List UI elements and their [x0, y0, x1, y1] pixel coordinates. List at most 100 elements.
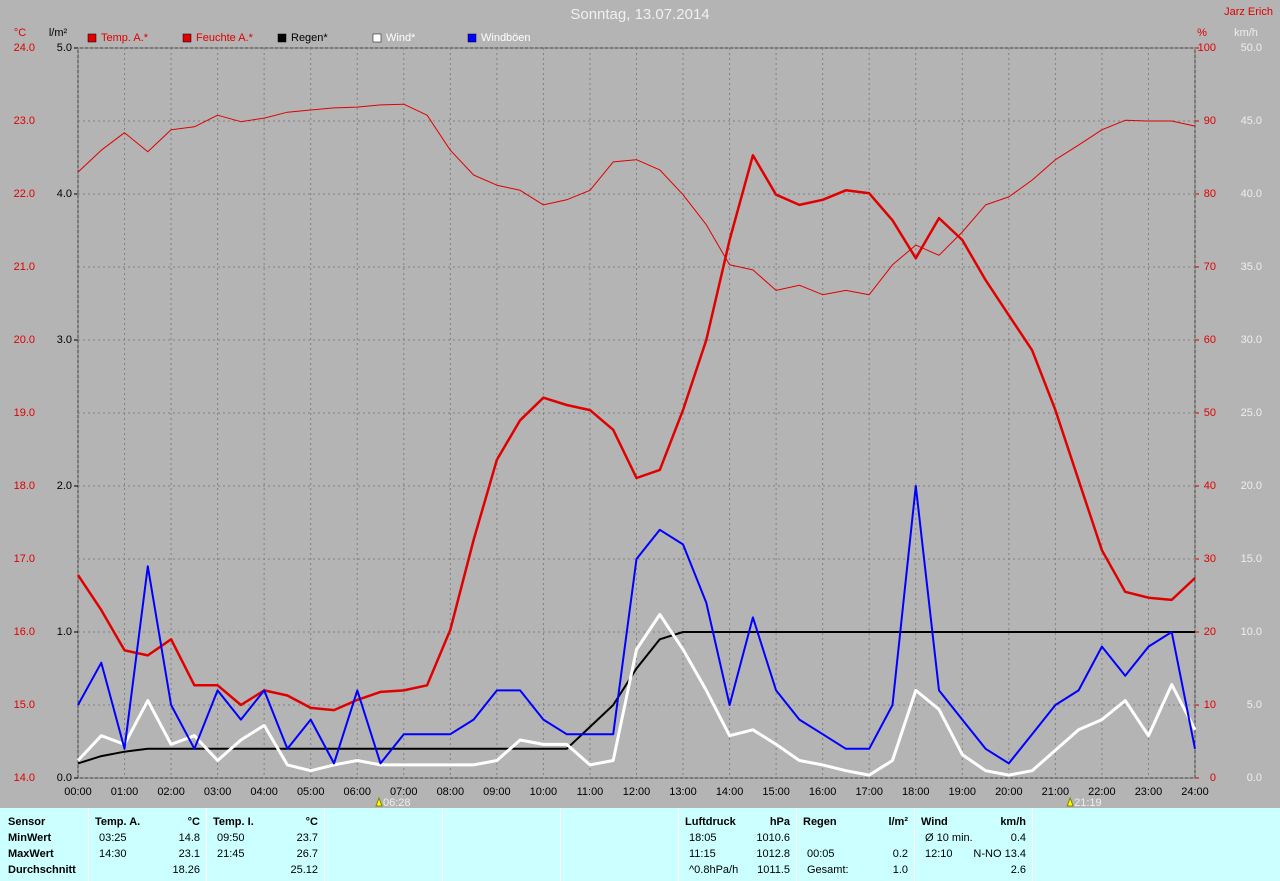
- cell-value: 26.7: [296, 848, 318, 860]
- legend-swatch: [182, 33, 192, 43]
- chart: Sonntag, 13.07.2014 Jarz Erich °C l/m² %…: [14, 6, 1273, 809]
- table-column: Sensor MinWert MaxWert Durchschnitt: [0, 808, 88, 881]
- humidity-tick-label: 100: [1198, 42, 1216, 54]
- sun-label: 21:19: [1074, 797, 1102, 808]
- x-tick-label: 02:00: [157, 786, 185, 798]
- humidity-axis-unit: %: [1197, 27, 1207, 39]
- column-unit: °C: [187, 816, 200, 828]
- legend-swatch: [87, 33, 97, 43]
- legend-label: Regen*: [291, 32, 328, 44]
- table-column: [1032, 808, 1280, 881]
- rain-tick-label: 3.0: [57, 334, 72, 346]
- table-column: Luftdruck hPa 18:05 1010.6 11:15 1012.8 ^0.8hP…: [678, 808, 796, 881]
- table-column: [324, 808, 442, 881]
- legend-swatch: [372, 33, 382, 43]
- x-tick-label: 21:00: [1042, 786, 1070, 798]
- rain-tick-label: 4.0: [57, 188, 72, 200]
- column-header: Sensor: [8, 816, 46, 828]
- author: Jarz Erich: [1224, 6, 1273, 18]
- y-tick-label: 23.0: [14, 115, 35, 127]
- row-header: MinWert: [8, 832, 52, 844]
- cell-value: 1.0: [892, 864, 908, 876]
- column-unit: l/m²: [888, 816, 908, 828]
- humidity-tick-label: 0: [1210, 772, 1216, 784]
- x-tick-label: 18:00: [902, 786, 930, 798]
- sun-marker: [1066, 796, 1074, 807]
- y-tick-label: 19.0: [14, 407, 35, 419]
- humidity-tick-label: 10: [1204, 699, 1216, 711]
- wind-axis-unit: km/h: [1234, 27, 1258, 39]
- table-column: [560, 808, 678, 881]
- cell-value: 1012.8: [756, 848, 790, 860]
- humidity-tick-label: 50: [1204, 407, 1216, 419]
- cell-value: 23.1: [178, 848, 200, 860]
- legend-label: Feuchte A.*: [196, 32, 254, 44]
- x-tick-label: 01:00: [111, 786, 139, 798]
- y-tick-label: 14.0: [14, 772, 35, 784]
- y-axis-unit: °C: [14, 27, 26, 39]
- cell-value: 0.4: [1010, 832, 1026, 844]
- cell-time: 00:05: [807, 848, 835, 860]
- wind-tick-label: 15.0: [1241, 553, 1262, 565]
- table-column: Regen l/m² 00:05 0.2 Gesamt: 1.0: [796, 808, 914, 881]
- y-tick-label: 18.0: [14, 480, 35, 492]
- cell-value: 1010.6: [756, 832, 790, 844]
- humidity-tick-label: 90: [1204, 115, 1216, 127]
- y-tick-label: 20.0: [14, 334, 35, 346]
- series-line: [76, 613, 1197, 777]
- legend-label: Windböen: [481, 32, 531, 44]
- rain-tick-label: 2.0: [57, 480, 72, 492]
- cell-time: 03:25: [99, 832, 127, 844]
- x-tick-label: 11:00: [577, 786, 604, 798]
- x-tick-label: 19:00: [949, 786, 977, 798]
- row-header: MaxWert: [8, 848, 54, 860]
- wind-tick-label: 50.0: [1241, 42, 1262, 54]
- cell-time: 11:15: [689, 848, 716, 860]
- wind-tick-label: 20.0: [1241, 480, 1262, 492]
- table-column: Temp. I. °C 09:50 23.7 21:45 26.7 25.12: [206, 808, 324, 881]
- y-tick-label: 22.0: [14, 188, 35, 200]
- series-line: [77, 485, 1196, 765]
- x-tick-label: 10:00: [530, 786, 558, 798]
- y-tick-label: 21.0: [14, 261, 35, 273]
- x-tick-label: 23:00: [1135, 786, 1163, 798]
- x-tick-label: 00:00: [64, 786, 92, 798]
- wind-tick-label: 10.0: [1241, 626, 1262, 638]
- chart-title: Sonntag, 13.07.2014: [570, 6, 709, 23]
- cell-value: 0.2: [892, 848, 908, 860]
- wind-tick-label: 40.0: [1241, 188, 1262, 200]
- cell-time: 14:30: [99, 848, 127, 860]
- rain-axis-unit: l/m²: [49, 27, 68, 39]
- x-tick-label: 06:00: [343, 786, 371, 798]
- cell-time: 18:05: [689, 832, 717, 844]
- wind-tick-label: 35.0: [1241, 261, 1262, 273]
- column-header: Regen: [803, 816, 837, 828]
- cell-value: N-NO 13.4: [973, 848, 1026, 860]
- legend-label: Wind*: [386, 32, 416, 44]
- wind-tick-label: 5.0: [1247, 699, 1262, 711]
- cell-value: 25.12: [290, 864, 318, 876]
- cell-time: ^0.8hPa/h: [689, 864, 739, 876]
- legend-swatch: [467, 33, 477, 43]
- y-tick-label: 16.0: [14, 626, 35, 638]
- y-tick-label: 24.0: [14, 42, 35, 54]
- x-tick-label: 15:00: [762, 786, 790, 798]
- legend-swatch: [277, 33, 287, 43]
- x-tick-label: 16:00: [809, 786, 837, 798]
- x-tick-label: 20:00: [995, 786, 1023, 798]
- cell-time: 21:45: [217, 848, 245, 860]
- x-tick-label: 05:00: [297, 786, 325, 798]
- sun-label: 06:28: [383, 797, 411, 808]
- column-unit: °C: [305, 816, 318, 828]
- sun-marker: [375, 796, 383, 807]
- legend-label: Temp. A.*: [101, 32, 149, 44]
- series-line: [77, 103, 1196, 296]
- x-tick-label: 14:00: [716, 786, 744, 798]
- table-column: [442, 808, 560, 881]
- wind-tick-label: 0.0: [1247, 772, 1262, 784]
- x-tick-label: 22:00: [1088, 786, 1116, 798]
- x-tick-label: 13:00: [669, 786, 697, 798]
- cell-time: Gesamt:: [807, 864, 849, 876]
- x-tick-label: 09:00: [483, 786, 511, 798]
